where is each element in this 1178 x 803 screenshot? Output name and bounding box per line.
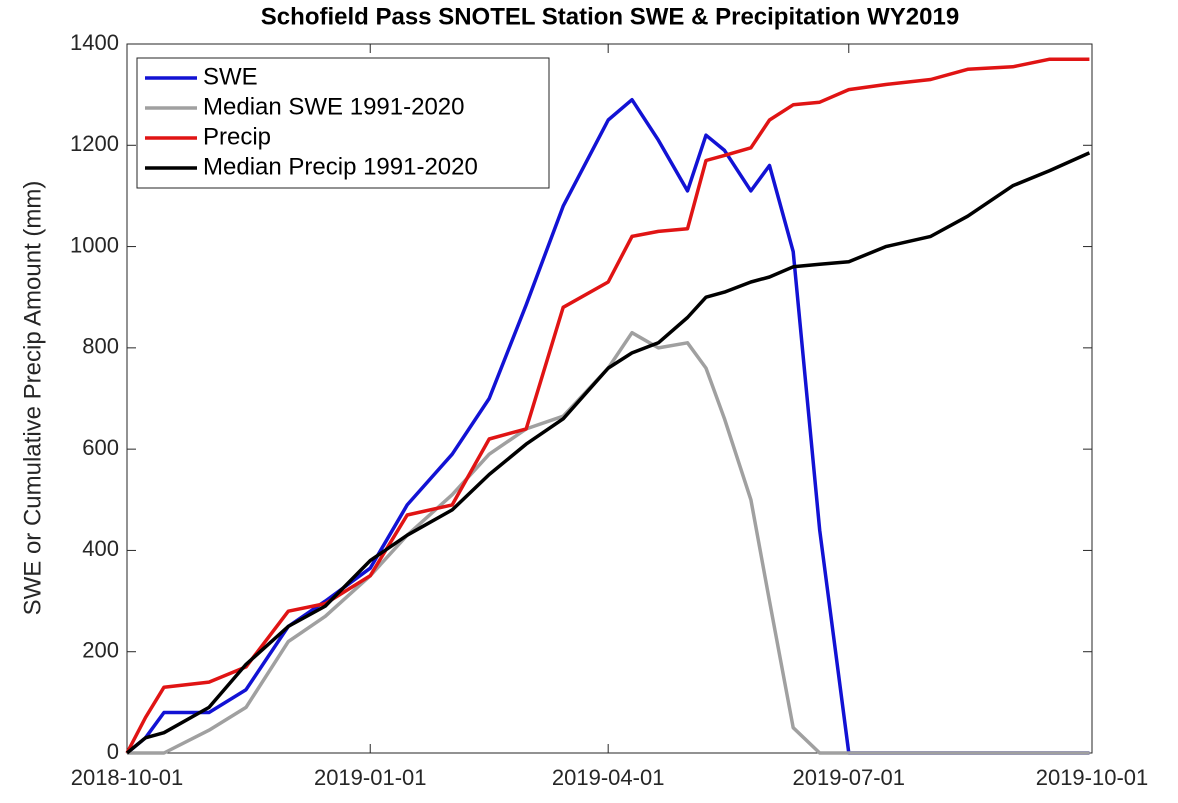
- y-tick-label: 600: [82, 435, 119, 460]
- x-tick-label: 2018-10-01: [71, 765, 184, 790]
- y-axis-label: SWE or Cumulative Precip Amount (mm): [19, 181, 46, 616]
- series-line: [127, 330, 1090, 755]
- chart-title: Schofield Pass SNOTEL Station SWE & Prec…: [261, 3, 959, 30]
- series-line: [125, 151, 1091, 755]
- y-tick-label: 200: [82, 638, 119, 663]
- legend-label: Precip: [203, 123, 271, 150]
- y-tick-label: 1400: [70, 30, 119, 55]
- y-tick-label: 400: [82, 536, 119, 561]
- x-tick-label: 2019-10-01: [1036, 765, 1149, 790]
- legend-box: [136, 57, 550, 189]
- y-tick-label: 1000: [70, 232, 119, 257]
- legend-label: Median SWE 1991-2020: [203, 93, 465, 120]
- series-line: [125, 57, 1090, 754]
- x-tick-label: 2019-01-01: [314, 765, 427, 790]
- legend-label: Median Precip 1991-2020: [203, 153, 478, 180]
- legend-label: SWE: [203, 63, 258, 90]
- y-tick-label: 800: [82, 334, 119, 359]
- y-tick-label: 0: [107, 739, 119, 764]
- x-tick-label: 2019-07-01: [792, 765, 905, 790]
- y-tick-label: 1200: [70, 131, 119, 156]
- x-tick-label: 2019-04-01: [552, 765, 665, 790]
